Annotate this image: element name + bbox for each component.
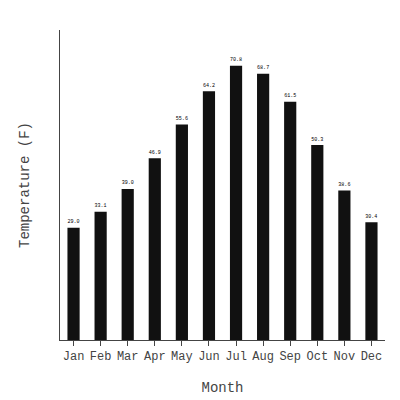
- svg-text:May: May: [171, 350, 193, 364]
- svg-text:30.4: 30.4: [365, 214, 377, 220]
- svg-text:68.7: 68.7: [257, 65, 269, 71]
- svg-text:Temperature (F): Temperature (F): [17, 122, 33, 248]
- svg-text:Jun: Jun: [198, 350, 220, 364]
- svg-text:Dec: Dec: [361, 350, 383, 364]
- svg-text:Nov: Nov: [334, 350, 356, 364]
- svg-text:55.6: 55.6: [176, 116, 188, 122]
- svg-text:70.8: 70.8: [230, 57, 242, 63]
- svg-text:64.2: 64.2: [203, 83, 215, 89]
- svg-text:33.1: 33.1: [95, 203, 107, 209]
- svg-text:29.0: 29.0: [67, 219, 79, 225]
- svg-text:Oct: Oct: [306, 350, 328, 364]
- svg-text:Feb: Feb: [90, 350, 112, 364]
- svg-text:50.3: 50.3: [311, 137, 323, 143]
- svg-text:39.0: 39.0: [122, 180, 134, 186]
- svg-text:Sep: Sep: [279, 350, 301, 364]
- svg-text:38.6: 38.6: [338, 182, 350, 188]
- svg-text:Apr: Apr: [144, 350, 166, 364]
- svg-text:Aug: Aug: [252, 350, 274, 364]
- svg-text:Month: Month: [201, 380, 243, 396]
- svg-text:Mar: Mar: [117, 350, 139, 364]
- svg-text:61.5: 61.5: [284, 93, 296, 99]
- svg-text:46.9: 46.9: [149, 150, 161, 156]
- svg-text:Jul: Jul: [225, 350, 247, 364]
- svg-text:Jan: Jan: [63, 350, 85, 364]
